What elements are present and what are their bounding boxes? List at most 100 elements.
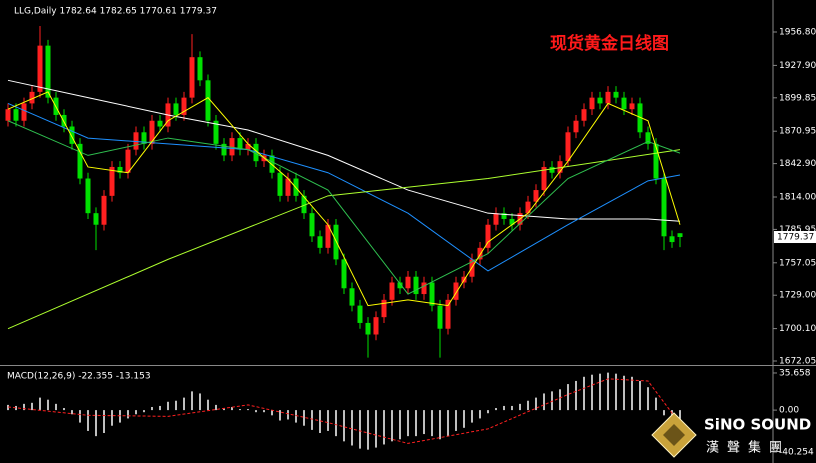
candle-body — [541, 166, 547, 191]
candle-body — [485, 224, 491, 248]
y-tick-label: 1672.05 — [779, 357, 816, 367]
y-tick-label: -40.254 — [779, 448, 814, 458]
y-tick-label: 1700.10 — [779, 324, 816, 334]
candle-body — [509, 218, 515, 225]
candle-body — [277, 172, 283, 196]
candle-body — [197, 57, 203, 81]
y-tick-label: 35.658 — [779, 368, 811, 378]
candle-body — [245, 143, 251, 150]
candle-body — [421, 282, 427, 295]
moving-average — [7, 79, 681, 222]
candle-body — [205, 80, 211, 121]
candle-body — [189, 57, 195, 98]
candle-body — [237, 138, 243, 150]
candle-body — [525, 201, 531, 214]
moving-average — [7, 120, 681, 295]
logo-icon-inner — [663, 424, 685, 446]
candle-body — [45, 45, 51, 98]
candle-body — [381, 299, 387, 318]
logo-name: SiNO SOUND — [704, 416, 811, 434]
macd-title: MACD(12,26,9) -22.355 -13.153 — [7, 372, 151, 382]
candle-body — [149, 120, 155, 144]
y-tick-label: 1870.95 — [779, 127, 816, 137]
y-tick-label: 1842.90 — [779, 159, 816, 169]
candle-body — [141, 132, 147, 144]
signal-line — [7, 378, 681, 444]
candle-body — [133, 132, 139, 150]
chart-title: 现货黄金日线图 — [550, 33, 669, 54]
candle-body — [285, 178, 291, 196]
candle-body — [613, 91, 619, 98]
last-price: 1779.37 — [777, 233, 814, 243]
y-tick-label: 1814.00 — [779, 193, 816, 203]
candle-body — [437, 305, 443, 329]
y-tick-label: 1729.00 — [779, 291, 816, 301]
candle-body — [93, 213, 99, 225]
candle-body — [125, 149, 131, 173]
candle-body — [229, 138, 235, 156]
candle-body — [653, 143, 659, 179]
chart-header: LLG,Daily 1782.64 1782.65 1770.61 1779.3… — [14, 7, 217, 17]
candle-body — [445, 299, 451, 329]
y-tick-label: 1899.85 — [779, 93, 816, 103]
candle-body — [533, 190, 539, 202]
logo: SiNO SOUND 漢聲集團 — [651, 412, 811, 458]
candle-body — [13, 109, 19, 121]
candle-body — [213, 120, 219, 144]
y-tick-label: 1927.90 — [779, 61, 816, 71]
candle-body — [341, 259, 347, 289]
candle-body — [253, 143, 259, 162]
candle-body — [333, 224, 339, 260]
candle-body — [157, 120, 163, 127]
candle-body — [317, 236, 323, 248]
price-box — [774, 231, 816, 244]
candle-body — [557, 161, 563, 173]
candle-body — [493, 213, 499, 225]
candle-body — [581, 109, 587, 121]
candle-body — [413, 276, 419, 295]
candle-body — [69, 126, 75, 144]
candle-body — [37, 45, 43, 92]
plot-area: 1956.80 1927.90 1899.85 1870.95 1842.90 1814.… — [5, 25, 816, 458]
candle-body — [181, 97, 187, 115]
candle-body — [61, 114, 67, 127]
candle-body — [621, 97, 627, 110]
candle-body — [325, 224, 331, 248]
candle-body — [109, 166, 115, 196]
candle-body — [669, 236, 675, 243]
candle-body — [365, 322, 371, 335]
candle-body — [101, 195, 107, 225]
y-tick-label: 1785.95 — [779, 225, 816, 235]
candle-body — [565, 132, 571, 162]
candle-body — [477, 247, 483, 260]
moving-average — [7, 91, 681, 307]
candle-body — [117, 166, 123, 173]
y-tick-label: 1757.05 — [779, 258, 816, 268]
candle-body — [77, 143, 83, 179]
candle-body — [29, 91, 35, 104]
candle-body — [221, 143, 227, 156]
candle-body — [637, 103, 643, 133]
y-tick-label: 0.00 — [779, 406, 799, 416]
candle-body — [5, 109, 11, 121]
candle-body — [589, 97, 595, 110]
candle-body — [629, 103, 635, 110]
y-tick-label: 1956.80 — [779, 28, 816, 38]
candle-body — [373, 317, 379, 335]
candle-body — [677, 233, 683, 238]
candle-body — [501, 213, 507, 219]
candle-body — [21, 103, 27, 121]
candle-body — [85, 178, 91, 214]
moving-average — [7, 102, 681, 272]
candle-body — [397, 282, 403, 289]
candle-body — [549, 166, 555, 173]
candle-body — [573, 120, 579, 133]
candle-body — [301, 195, 307, 214]
candle-body — [173, 103, 179, 115]
logo-sub: 漢聲集團 — [706, 440, 790, 456]
candle-body — [357, 305, 363, 323]
candle-body — [661, 178, 667, 237]
candle-body — [605, 91, 611, 104]
